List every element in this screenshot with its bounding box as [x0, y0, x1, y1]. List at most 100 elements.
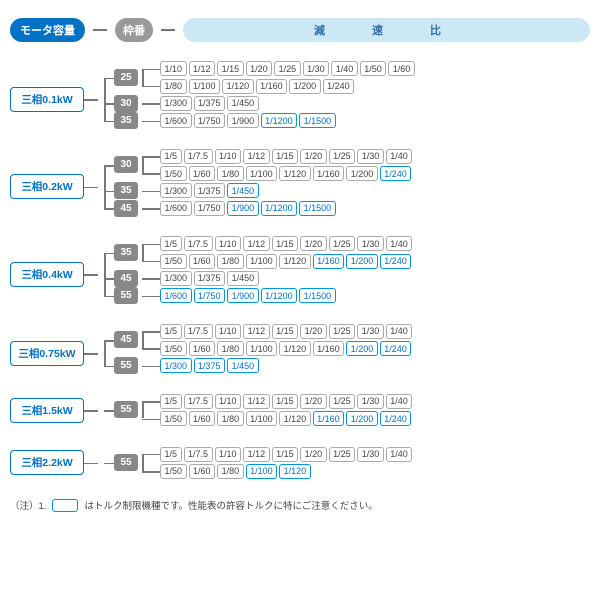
ratio-line: 1/801/1001/1201/1601/2001/240 — [152, 77, 415, 94]
frame-badge: 35 — [114, 244, 138, 261]
connector-line — [161, 29, 175, 31]
ratio-subtree: 1/51/7.51/101/121/151/201/251/301/401/50… — [142, 445, 412, 480]
ratio-chip: 1/600 — [160, 201, 192, 216]
ratio-chip: 1/60 — [189, 464, 216, 479]
ratio-chip: 1/5 — [160, 447, 182, 462]
connector-line — [84, 463, 98, 465]
ratio-chip: 1/30 — [357, 394, 384, 409]
ratio-chip: 1/12 — [243, 236, 270, 251]
connector-line — [84, 274, 98, 276]
ratio-chip: 1/1500 — [299, 201, 336, 216]
ratio-chip: 1/100 — [246, 411, 278, 426]
motor-label: 三相0.75kW — [10, 341, 84, 366]
ratio-subtree: 1/51/7.51/101/121/151/201/251/301/401/50… — [142, 323, 412, 358]
ratio-chip: 1/375 — [194, 96, 226, 111]
ratio-chip: 1/20 — [246, 61, 273, 76]
motor-label: 三相0.1kW — [10, 87, 84, 112]
ratio-chip: 1/300 — [160, 271, 192, 286]
ratio-line: 1/3001/3751/450 — [152, 182, 259, 199]
ratio-chip: 1/375 — [194, 271, 226, 286]
ratio-chip: 1/300 — [160, 358, 192, 373]
ratio-line: 1/501/601/801/1001/1201/1601/2001/240 — [152, 340, 412, 357]
ratio-chip: 1/100 — [189, 79, 221, 94]
ratio-chip: 1/25 — [329, 394, 356, 409]
frame-row: 451/51/7.51/101/121/151/201/251/301/401/… — [104, 323, 412, 358]
frame-badge: 55 — [114, 401, 138, 418]
ratio-chip: 1/12 — [243, 149, 270, 164]
ratio-chip: 1/40 — [386, 447, 413, 462]
ratio-chip: 1/10 — [215, 324, 242, 339]
frame-row: 551/3001/3751/450 — [104, 357, 412, 374]
ratio-chip: 1/900 — [227, 288, 259, 303]
ratio-subtree: 1/101/121/151/201/251/301/401/501/601/80… — [142, 60, 415, 95]
frame-row: 301/51/7.51/101/121/151/201/251/301/401/… — [104, 148, 412, 183]
frame-badge: 55 — [114, 287, 138, 304]
ratio-chip: 1/10 — [215, 236, 242, 251]
motor-group: 三相0.2kW301/51/7.51/101/121/151/201/251/3… — [10, 148, 590, 218]
ratio-subtree: 1/51/7.51/101/121/151/201/251/301/401/50… — [142, 235, 412, 270]
ratio-line: 1/51/7.51/101/121/151/201/251/301/40 — [152, 148, 412, 165]
motor-label: 三相0.2kW — [10, 174, 84, 199]
frame-row: 551/51/7.51/101/121/151/201/251/301/401/… — [104, 393, 412, 428]
ratio-chip: 1/600 — [160, 113, 192, 128]
ratio-line: 1/6001/7501/9001/12001/1500 — [152, 287, 336, 304]
ratio-chip: 1/100 — [246, 341, 278, 356]
ratio-chip: 1/30 — [303, 61, 330, 76]
ratio-chip: 1/7.5 — [184, 394, 213, 409]
ratio-chip: 1/30 — [357, 447, 384, 462]
ratio-subtree: 1/3001/3751/450 — [142, 270, 259, 287]
ratio-subtree: 1/3001/3751/450 — [142, 182, 259, 199]
ratio-chip: 1/200 — [346, 166, 378, 181]
ratio-chip: 1/25 — [329, 236, 356, 251]
ratio-subtree: 1/3001/3751/450 — [142, 357, 259, 374]
ratio-chip: 1/5 — [160, 149, 182, 164]
motor-label: 三相0.4kW — [10, 262, 84, 287]
ratio-chip: 1/50 — [160, 166, 187, 181]
motor-group: 三相0.75kW 451/51/7.51/101/121/151/201/251/… — [10, 323, 590, 375]
frame-badge: 35 — [114, 182, 138, 199]
ratio-chip: 1/120 — [279, 166, 311, 181]
ratio-chip: 1/30 — [357, 324, 384, 339]
ratio-chip: 1/60 — [388, 61, 415, 76]
ratio-chip: 1/240 — [380, 254, 412, 269]
ratio-chip: 1/20 — [300, 394, 327, 409]
ratio-chip: 1/80 — [217, 166, 244, 181]
ratio-chip: 1/1500 — [299, 113, 336, 128]
ratio-chip: 1/30 — [357, 149, 384, 164]
ratio-chip: 1/200 — [346, 254, 378, 269]
ratio-chip: 1/450 — [227, 358, 259, 373]
frame-badge: 45 — [114, 270, 138, 287]
motor-group: 三相2.2kW551/51/7.51/101/121/151/201/251/3… — [10, 445, 590, 480]
ratio-chip: 1/40 — [386, 394, 413, 409]
ratio-chip: 1/120 — [279, 341, 311, 356]
ratio-chip: 1/750 — [194, 113, 226, 128]
header-row: モータ容量 枠番 減 速 比 — [10, 18, 590, 42]
ratio-subtree: 1/6001/7501/9001/12001/1500 — [142, 200, 336, 217]
ratio-chip: 1/40 — [386, 324, 413, 339]
ratio-chip: 1/80 — [217, 341, 244, 356]
ratio-chip: 1/450 — [227, 96, 259, 111]
ratio-chip: 1/20 — [300, 236, 327, 251]
ratio-chip: 1/80 — [160, 79, 187, 94]
ratio-chip: 1/7.5 — [184, 236, 213, 251]
footnote-text: はトルク制限機種です。性能表の許容トルクに特にご注意ください。 — [84, 498, 377, 512]
ratio-chip: 1/50 — [160, 341, 187, 356]
ratio-chip: 1/12 — [243, 394, 270, 409]
ratio-chip: 1/750 — [194, 288, 226, 303]
frame-badge: 30 — [114, 95, 138, 112]
ratio-chip: 1/300 — [160, 96, 192, 111]
frame-row: 30 1/3001/3751/450 — [104, 95, 415, 112]
connector-line — [84, 353, 98, 355]
ratio-subtree: 1/51/7.51/101/121/151/201/251/301/401/50… — [142, 148, 412, 183]
connector-line — [84, 187, 98, 189]
ratio-chip: 1/5 — [160, 236, 182, 251]
ratio-chip: 1/60 — [189, 254, 216, 269]
frame-tree: 551/51/7.51/101/121/151/201/251/301/401/… — [104, 445, 412, 480]
ratio-chip: 1/15 — [272, 324, 299, 339]
frame-badge: 30 — [114, 156, 138, 173]
ratio-line: 1/501/601/801/1001/1201/1601/2001/240 — [152, 410, 412, 427]
ratio-chip: 1/200 — [346, 341, 378, 356]
footnote: （注）1. はトルク制限機種です。性能表の許容トルクに特にご注意ください。 — [10, 498, 590, 512]
ratio-chip: 1/80 — [217, 254, 244, 269]
ratio-chip: 1/450 — [227, 183, 259, 198]
